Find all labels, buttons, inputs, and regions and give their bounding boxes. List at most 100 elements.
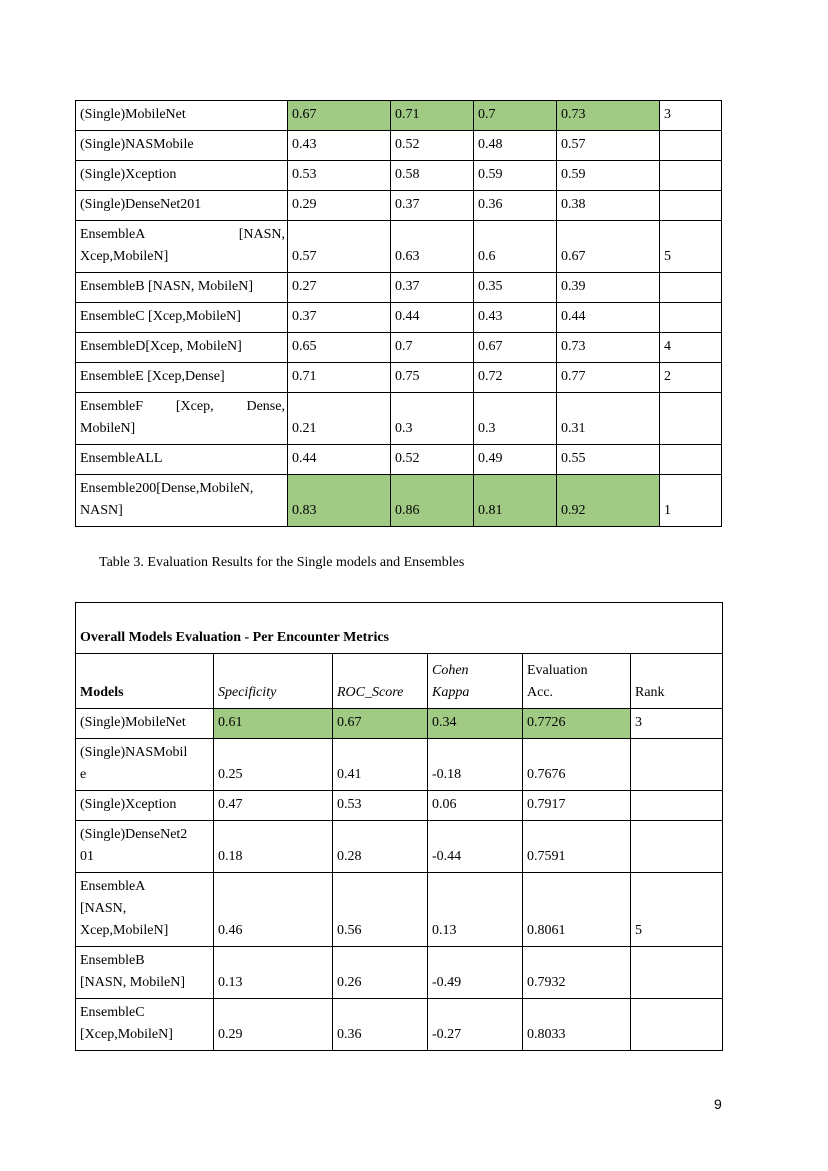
model-name-cell: (Single)MobileNet [75, 100, 288, 131]
table-row: (Single)NASMobil e 0.25 0.41 -0.18 0.7676 [75, 738, 724, 791]
metric-value-cell: 0.53 [287, 160, 391, 191]
model-name-cell: (Single)Xception [75, 790, 214, 821]
metric-value-cell: 0.71 [287, 362, 391, 393]
table-row: EnsembleF [Xcep, Dense, MobileN] 0.21 0.3 0.3 0… [75, 392, 722, 445]
metric-value-cell: 0.27 [287, 272, 391, 303]
metric-value-cell: 0.71 [390, 100, 474, 131]
table-row: (Single)Xception 0.53 0.58 0.59 0.59 [75, 160, 722, 191]
col-header-cohen-line2: Kappa [432, 685, 470, 700]
metric-value-cell: 0.7917 [522, 790, 631, 821]
metric-value-cell: 0.8061 [522, 872, 631, 947]
table-row: EnsembleD[Xcep, MobileN] 0.65 0.7 0.67 0.73 4 [75, 332, 722, 363]
metric-value-cell: 0.56 [332, 872, 428, 947]
table-row: EnsembleC [Xcep,MobileN] 0.29 0.36 -0.27 0.80… [75, 998, 724, 1051]
metric-value-cell: 0.59 [556, 160, 660, 191]
table2-title: Overall Models Evaluation - Per Encounte… [74, 602, 724, 654]
metric-value-cell: 0.86 [390, 474, 474, 527]
table-row: EnsembleE [Xcep,Dense] 0.71 0.75 0.72 0.77 2 [75, 362, 722, 393]
metric-value-cell: 0.39 [556, 272, 660, 303]
rank-cell [659, 392, 722, 445]
metric-value-cell: 0.7676 [522, 738, 631, 791]
metric-value-cell: 0.73 [556, 332, 660, 363]
rank-cell [659, 160, 722, 191]
metric-value-cell: 0.36 [332, 998, 428, 1051]
model-name-cell: Ensemble200[Dense,MobileN, NASN] [75, 474, 288, 527]
model-name-cell: EnsembleD[Xcep, MobileN] [75, 332, 288, 363]
metric-value-cell: 0.57 [287, 220, 391, 273]
col-header-roc-score: ROC_Score [332, 653, 428, 709]
page-number: 9 [714, 1096, 722, 1112]
per-encounter-metrics-table: Overall Models Evaluation - Per Encounte… [74, 602, 724, 1051]
model-name-cell: (Single)DenseNet201 [75, 190, 288, 221]
metric-value-cell: -0.27 [427, 998, 523, 1051]
metric-value-cell: 0.37 [390, 272, 474, 303]
col-header-eval-line2: Acc. [527, 685, 554, 700]
table2-header-group: Overall Models Evaluation - Per Encounte… [74, 602, 724, 709]
metric-value-cell: 0.73 [556, 100, 660, 131]
model-name-cell: (Single)MobileNet [75, 708, 214, 739]
table-row: EnsembleA [NASN, Xcep,MobileN] 0.46 0.56 0.13… [75, 872, 724, 947]
metric-value-cell: 0.44 [287, 444, 391, 475]
col-header-cohen-kappa: Cohen Kappa [427, 653, 523, 709]
model-name-cell: EnsembleC [Xcep,MobileN] [75, 302, 288, 333]
metric-value-cell: 0.44 [556, 302, 660, 333]
metric-value-cell: 0.65 [287, 332, 391, 363]
metric-value-cell: 0.43 [287, 130, 391, 161]
metric-value-cell: 0.77 [556, 362, 660, 393]
model-name-cell: (Single)Xception [75, 160, 288, 191]
metric-value-cell: 0.81 [473, 474, 557, 527]
col-header-rank: Rank [629, 653, 724, 709]
metric-value-cell: 0.75 [390, 362, 474, 393]
metric-value-cell: 0.61 [213, 708, 333, 739]
table2-header-row: Models Specificity ROC_Score Cohen Kappa… [75, 653, 724, 709]
metric-value-cell: -0.44 [427, 820, 523, 873]
table-row: EnsembleA [NASN, Xcep,MobileN] 0.57 0.63 0.6 0… [75, 220, 722, 273]
metric-value-cell: 0.47 [213, 790, 333, 821]
rank-cell: 4 [659, 332, 722, 363]
rank-cell: 3 [629, 708, 724, 739]
metric-value-cell: 0.3 [473, 392, 557, 445]
metric-value-cell: 0.67 [287, 100, 391, 131]
metric-value-cell: 0.46 [213, 872, 333, 947]
evaluation-results-table-continued: (Single)MobileNet 0.67 0.71 0.7 0.73 3 (Single… [75, 100, 722, 527]
metric-value-cell: 0.67 [473, 332, 557, 363]
rank-cell [659, 190, 722, 221]
metric-value-cell: 0.38 [556, 190, 660, 221]
metric-value-cell: 0.36 [473, 190, 557, 221]
metric-value-cell: 0.8033 [522, 998, 631, 1051]
rank-cell [659, 302, 722, 333]
metric-value-cell: 0.52 [390, 130, 474, 161]
metric-value-cell: 0.43 [473, 302, 557, 333]
model-name-cell: (Single)NASMobile [75, 130, 288, 161]
model-name-cell: EnsembleA [NASN, Xcep,MobileN] [75, 872, 214, 947]
rank-cell [659, 130, 722, 161]
table-row: EnsembleB [NASN, MobileN] 0.27 0.37 0.35 0.3… [75, 272, 722, 303]
metric-value-cell: 0.13 [427, 872, 523, 947]
rank-cell [629, 998, 724, 1051]
table-row: EnsembleC [Xcep,MobileN] 0.37 0.44 0.43 0.44 [75, 302, 722, 333]
metric-value-cell: 0.7 [473, 100, 557, 131]
metric-value-cell: 0.57 [556, 130, 660, 161]
metric-value-cell: 0.49 [473, 444, 557, 475]
table-row: EnsembleALL 0.44 0.52 0.49 0.55 [75, 444, 722, 475]
rank-cell [629, 790, 724, 821]
table-row: (Single)MobileNet 0.67 0.71 0.7 0.73 3 [75, 100, 722, 131]
rank-cell: 1 [659, 474, 722, 527]
metric-value-cell: 0.28 [332, 820, 428, 873]
metric-value-cell: 0.41 [332, 738, 428, 791]
table-row: (Single)DenseNet2 01 0.18 0.28 -0.44 0.7591 [75, 820, 724, 873]
metric-value-cell: 0.48 [473, 130, 557, 161]
metric-value-cell: 0.58 [390, 160, 474, 191]
metric-value-cell: 0.06 [427, 790, 523, 821]
table3-caption: Table 3. Evaluation Results for the Sing… [99, 555, 465, 570]
metric-value-cell: 0.7591 [522, 820, 631, 873]
metric-value-cell: 0.25 [213, 738, 333, 791]
metric-value-cell: 0.31 [556, 392, 660, 445]
col-header-evaluation-acc: Evaluation Acc. [522, 653, 631, 709]
rank-cell: 2 [659, 362, 722, 393]
model-name-cell: EnsembleB [NASN, MobileN] [75, 272, 288, 303]
col-header-models: Models [75, 653, 214, 709]
